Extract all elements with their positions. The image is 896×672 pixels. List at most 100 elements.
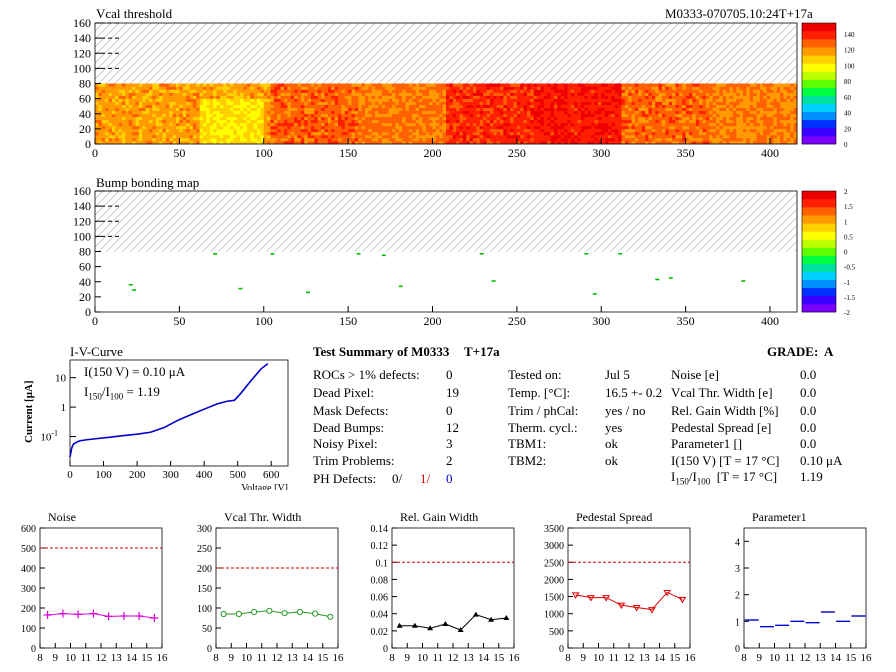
map-cell (142, 128, 146, 133)
map-cell (766, 89, 771, 93)
map-cell (510, 101, 514, 105)
map-cell (226, 86, 231, 90)
y-tick-label: 100 (73, 61, 91, 75)
map-cell (736, 122, 740, 127)
map-cell (209, 131, 214, 136)
map-cell (564, 95, 568, 99)
map-cell (304, 104, 308, 108)
map-cell (419, 107, 423, 112)
map-cell (392, 92, 396, 96)
map-cell (432, 134, 437, 139)
map-cell (756, 95, 761, 99)
map-cell (348, 137, 352, 142)
map-cell (344, 104, 349, 108)
map-cell (783, 137, 788, 142)
map-cell (192, 131, 197, 136)
map-cell (618, 113, 622, 118)
map-cell (631, 101, 636, 105)
map-cell (304, 89, 308, 93)
map-cell (223, 125, 227, 130)
map-cell (732, 128, 737, 133)
map-cell (635, 119, 639, 124)
map-cell (321, 119, 325, 124)
map-cell (685, 86, 690, 90)
colorbar-cell (802, 303, 836, 313)
map-cell (557, 98, 562, 102)
map-cell (314, 122, 319, 127)
map-cell (648, 134, 653, 139)
map-cell (462, 140, 467, 145)
map-cell (263, 101, 268, 105)
map-cell (685, 83, 690, 87)
map-cell (540, 110, 545, 115)
map-cell (449, 125, 454, 130)
y-tick-label: 0 (85, 137, 91, 151)
map-cell (726, 95, 730, 99)
map-cell (122, 116, 126, 121)
map-cell (493, 122, 497, 127)
map-cell (591, 92, 595, 96)
map-cell (749, 140, 754, 145)
map-cell (405, 116, 410, 121)
map-cell (98, 86, 103, 90)
map-cell (716, 140, 720, 145)
map-cell (523, 92, 528, 96)
map-cell (378, 128, 383, 133)
map-cell (354, 134, 359, 139)
map-cell (270, 113, 275, 118)
map-cell (503, 98, 508, 102)
map-cell (334, 125, 339, 130)
map-cell (773, 95, 778, 99)
map-cell (226, 122, 231, 127)
map-cell (236, 140, 241, 145)
map-cell (550, 104, 555, 108)
map-cell (95, 101, 99, 105)
map-cell (311, 89, 315, 93)
map-cell (138, 131, 143, 136)
map-cell (317, 86, 322, 90)
map-cell (739, 125, 744, 130)
map-cell (142, 95, 146, 99)
map-cell (385, 122, 389, 127)
map-cell (105, 125, 109, 130)
map-cell (155, 125, 160, 130)
map-cell (368, 116, 373, 121)
map-cell (348, 89, 352, 93)
map-cell (199, 92, 204, 96)
map-cell (132, 95, 136, 99)
map-cell (776, 140, 781, 145)
map-cell (699, 83, 703, 87)
map-cell (354, 83, 359, 87)
map-cell (226, 134, 231, 139)
map-cell (429, 92, 433, 96)
map-cell (473, 137, 477, 142)
map-cell (334, 107, 339, 112)
map-cell (165, 113, 170, 118)
map-cell (405, 95, 410, 99)
map-cell (111, 98, 116, 102)
map-cell (759, 92, 764, 96)
map-cell (280, 128, 285, 133)
map-cell (489, 89, 494, 93)
map-cell (354, 137, 359, 142)
map-cell (196, 92, 200, 96)
map-cell (506, 86, 511, 90)
map1-title: Vcal threshold (96, 6, 173, 21)
map-cell (506, 125, 511, 130)
map-cell (419, 137, 423, 142)
summary-title: Test Summary of M0333 (313, 344, 450, 359)
map-cell (172, 110, 177, 115)
x-tick-label: 0 (92, 314, 98, 328)
map-cell (614, 89, 619, 93)
map-cell (655, 89, 659, 93)
map-cell (442, 98, 447, 102)
map-cell (209, 125, 214, 130)
map-cell (273, 122, 278, 127)
map-cell (678, 101, 683, 105)
map-cell (780, 110, 784, 115)
map-cell (604, 113, 609, 118)
map-cell (790, 107, 794, 112)
map-cell (263, 140, 268, 145)
map-cell (122, 131, 126, 136)
map-cell (149, 131, 153, 136)
